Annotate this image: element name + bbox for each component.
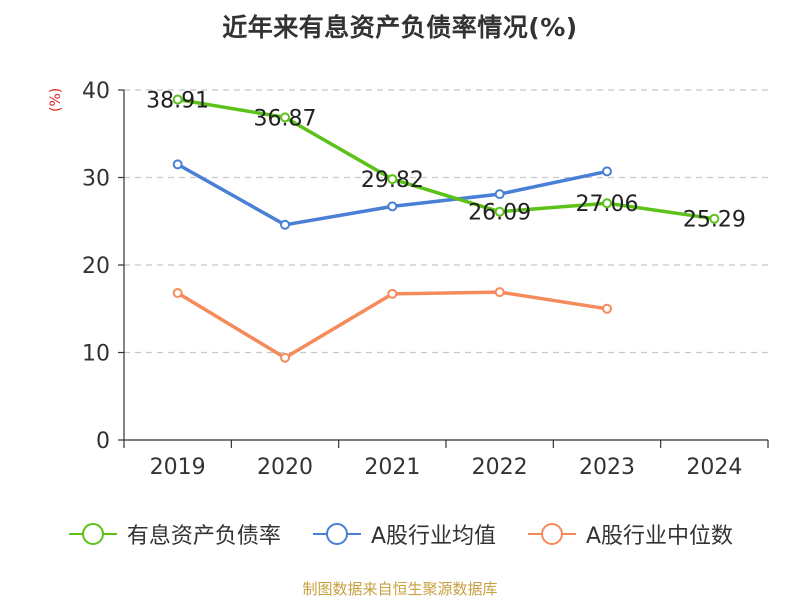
data-point (172, 94, 183, 105)
axis-layer: 0 10 20 30 40 2019 2020 2021 2022 2023 2024 (82, 79, 769, 480)
data-point (387, 174, 398, 185)
legend-swatch (312, 523, 361, 545)
y-tick-label: 0 (96, 429, 110, 454)
y-tick-label: 40 (82, 79, 110, 104)
data-label: 38.91 (146, 89, 209, 114)
data-point (494, 189, 505, 200)
data-label: 29.82 (361, 168, 424, 193)
y-tick-label: 20 (82, 254, 110, 279)
x-tick-label: 2020 (257, 455, 313, 480)
legend-swatch (528, 523, 576, 545)
data-point (387, 288, 398, 299)
data-point (280, 219, 290, 230)
data-point (172, 159, 183, 170)
x-tick-label: 2023 (579, 455, 635, 480)
legend-item: 有息资产负债率 (67, 518, 281, 550)
legend: 有息资产负债率 A股行业均值 A股行业中位数 (0, 518, 800, 550)
data-point (494, 287, 505, 298)
legend-swatch (68, 523, 117, 545)
legend-item: A股行业均值 (311, 518, 496, 550)
x-tick-label: 2022 (472, 455, 528, 480)
y-tick-label: 30 (82, 167, 110, 192)
legend-item: A股行业中位数 (526, 518, 733, 550)
label-layer: 38.91 36.87 29.82 26.09 27.06 25.29 (146, 89, 746, 233)
data-point (494, 206, 505, 217)
data-point (387, 201, 398, 212)
data-point (172, 288, 183, 298)
series-line (175, 290, 609, 360)
legend-label: A股行业均值 (370, 524, 496, 549)
x-tick-label: 2024 (686, 455, 742, 480)
legend-label: A股行业中位数 (586, 524, 734, 549)
legend-label: 有息资产负债率 (126, 524, 281, 549)
series-layer (172, 94, 720, 363)
data-label: 26.09 (468, 201, 531, 226)
data-point (602, 198, 612, 209)
data-point (709, 213, 720, 224)
source-note: 制图数据来自恒生聚源数据库 (302, 580, 498, 598)
data-label: 36.87 (254, 106, 317, 131)
grid-layer (124, 89, 768, 354)
x-tick-label: 2019 (150, 455, 206, 480)
y-tick-label: 10 (82, 342, 110, 367)
data-point (602, 166, 612, 177)
data-label: 27.06 (576, 192, 639, 217)
data-point (280, 352, 290, 363)
data-point (280, 112, 290, 123)
x-tick-label: 2021 (364, 455, 420, 480)
chart-title: 近年来有息资产负债率情况(%) (222, 13, 578, 42)
data-point (602, 303, 612, 314)
series-line (175, 97, 717, 221)
data-label: 25.29 (683, 208, 746, 233)
